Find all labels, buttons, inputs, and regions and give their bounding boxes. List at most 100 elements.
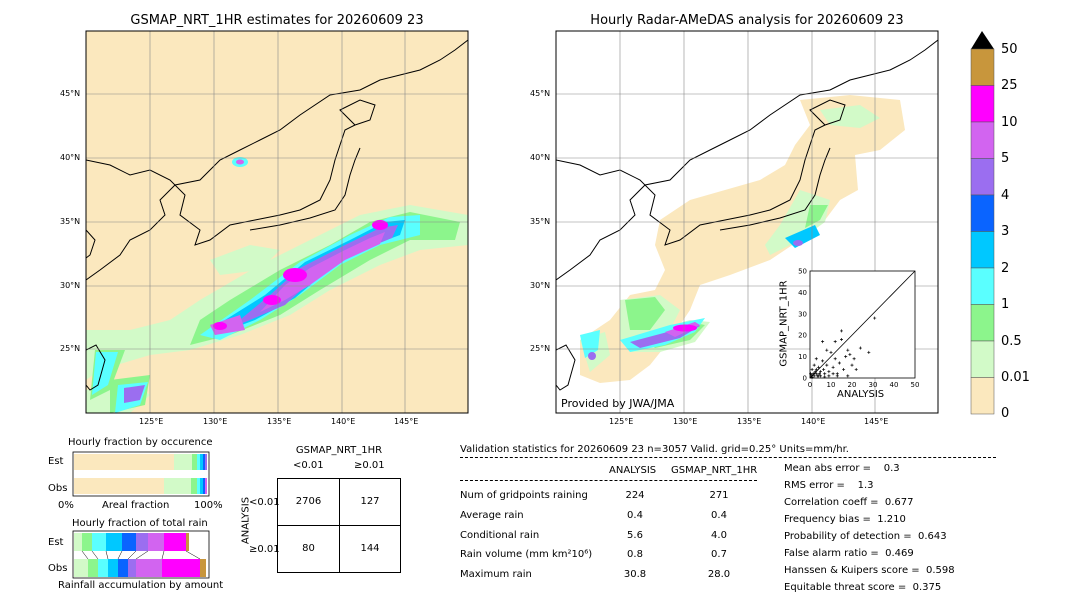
cell-false-alarm: 127 xyxy=(360,496,380,507)
scatter-point xyxy=(840,329,843,333)
scatter-point xyxy=(858,346,862,350)
scatter-point xyxy=(840,337,843,341)
scatter-point xyxy=(842,367,846,371)
contingency-title: GSMAP_NRT_1HR xyxy=(295,445,383,456)
data-credit: Provided by JWA/JMA xyxy=(561,397,675,410)
left-lat-label-40: 40°N xyxy=(60,153,81,162)
scatter-y-tick: 20 xyxy=(798,332,807,340)
occurrence-x-start: 0% xyxy=(58,500,74,511)
scatter-point xyxy=(810,367,814,371)
colorbar-extend-arrow xyxy=(971,31,994,49)
colorbar-box xyxy=(970,267,995,305)
scatter-ylabel: GSMAP_NRT_1HR xyxy=(778,280,790,367)
right-lon-label-135: 135°E xyxy=(737,417,762,426)
score-line: Frequency bias = 1.210 xyxy=(784,514,906,525)
total-rain-obs-label: Obs xyxy=(48,563,68,574)
occurrence-x-label: Areal fraction xyxy=(102,500,170,511)
scatter-y-tick: 50 xyxy=(798,268,807,276)
colorbar-boxes xyxy=(970,48,995,415)
stats-row-b: 0.7 xyxy=(711,549,727,560)
scatter-point xyxy=(821,359,825,363)
stats-row-label: Average rain xyxy=(460,510,524,521)
stats-header: Validation statistics for 20260609 23 n=… xyxy=(460,444,849,455)
colorbar-label-1: 1 xyxy=(1001,297,1010,312)
score-line: Correlation coeff = 0.677 xyxy=(784,497,914,508)
scatter-point xyxy=(831,372,835,376)
score-line: RMS error = 1.3 xyxy=(784,480,874,491)
scatter-point xyxy=(812,363,816,367)
score-line: Hanssen & Kuipers score = 0.598 xyxy=(784,565,955,576)
contingency-col-lt: <0.01 xyxy=(293,460,324,471)
left-map-grid xyxy=(86,31,468,413)
scatter-xlabel: ANALYSIS xyxy=(837,389,885,400)
scatter-point xyxy=(823,372,827,376)
right-lat-label-35: 35°N xyxy=(530,217,551,226)
stats-table-divider xyxy=(460,480,757,481)
scatter-point xyxy=(833,340,837,344)
colorbar-box xyxy=(970,158,995,196)
scatter-point xyxy=(846,374,850,378)
left-lon-label-125: 125°E xyxy=(139,417,164,426)
colorbar-label-3: 3 xyxy=(1001,224,1010,239)
left-lat-label-45: 45°N xyxy=(60,89,81,98)
scatter-point xyxy=(854,367,858,371)
stats-row-b: 0.4 xyxy=(711,510,727,521)
scatter-point xyxy=(809,373,813,377)
contingency-row-ge: ≥0.01 xyxy=(249,544,280,555)
stats-col-analysis: ANALYSIS xyxy=(609,465,657,476)
scatter-point xyxy=(816,365,820,369)
scatter-y-tick: 0 xyxy=(803,375,807,383)
left-map-rain-field xyxy=(86,39,468,413)
colorbar-label-0: 0 xyxy=(1001,406,1010,421)
colorbar-label-25: 25 xyxy=(1001,78,1018,93)
colorbar xyxy=(970,31,995,415)
left-lon-label-140: 140°E xyxy=(331,417,356,426)
scatter-point xyxy=(831,365,835,369)
scatter-point xyxy=(825,348,829,352)
scatter-inset: 00 10 10 20 20 30 30 40 40 50 50 xyxy=(798,268,920,390)
stats-row-b: 4.0 xyxy=(711,530,727,541)
scatter-point xyxy=(821,340,825,344)
colorbar-label-10: 10 xyxy=(1001,115,1018,130)
score-line: Mean abs error = 0.3 xyxy=(784,463,900,474)
total-rain-est-bar xyxy=(74,533,189,551)
colorbar-label-001: 0.01 xyxy=(1001,370,1030,385)
stats-row-a: 0.8 xyxy=(627,549,643,560)
scatter-point xyxy=(817,372,821,376)
scatter-x-tick: 50 xyxy=(911,381,920,389)
diagonal-line xyxy=(809,270,916,379)
colorbar-box xyxy=(970,85,995,123)
total-rain-connectors xyxy=(81,550,201,560)
scatter-x-tick: 40 xyxy=(890,381,899,389)
scatter-x-tick: 0 xyxy=(808,381,812,389)
occurrence-obs-bar xyxy=(74,478,207,494)
scatter-y-tick: 30 xyxy=(798,310,807,318)
stats-divider xyxy=(460,457,996,458)
occurrence-est-label: Est xyxy=(48,456,64,467)
contingency-col-ge: ≥0.01 xyxy=(354,460,385,471)
scatter-y-tick: 10 xyxy=(798,353,807,361)
score-line: Probability of detection = 0.643 xyxy=(784,531,947,542)
right-lat-label-30: 30°N xyxy=(530,281,551,290)
scatter-point xyxy=(827,374,831,378)
scatter-point xyxy=(848,352,852,356)
colorbar-box xyxy=(970,377,995,415)
stats-col-gsmap: GSMAP_NRT_1HR xyxy=(671,465,758,476)
scatter-x-tick: 20 xyxy=(848,381,857,389)
right-lon-label-140: 140°E xyxy=(801,417,826,426)
right-lon-label-125: 125°E xyxy=(609,417,634,426)
stats-row-b: 271 xyxy=(709,490,729,501)
colorbar-box xyxy=(970,121,995,159)
scatter-point xyxy=(813,370,817,374)
contingency-row-lt: <0.01 xyxy=(249,497,280,508)
scatter-points xyxy=(809,316,877,379)
right-lon-label-145: 145°E xyxy=(864,417,889,426)
stats-row-a: 224 xyxy=(625,490,645,501)
total-rain-xlabel: Rainfall accumulation by amount xyxy=(58,580,224,591)
occurrence-obs-label: Obs xyxy=(48,483,68,494)
cell-hit: 144 xyxy=(360,543,380,554)
scatter-point xyxy=(852,357,856,361)
scatter-point xyxy=(844,355,848,359)
left-map xyxy=(85,30,469,414)
total-rain-title: Hourly fraction of total rain xyxy=(72,518,208,529)
